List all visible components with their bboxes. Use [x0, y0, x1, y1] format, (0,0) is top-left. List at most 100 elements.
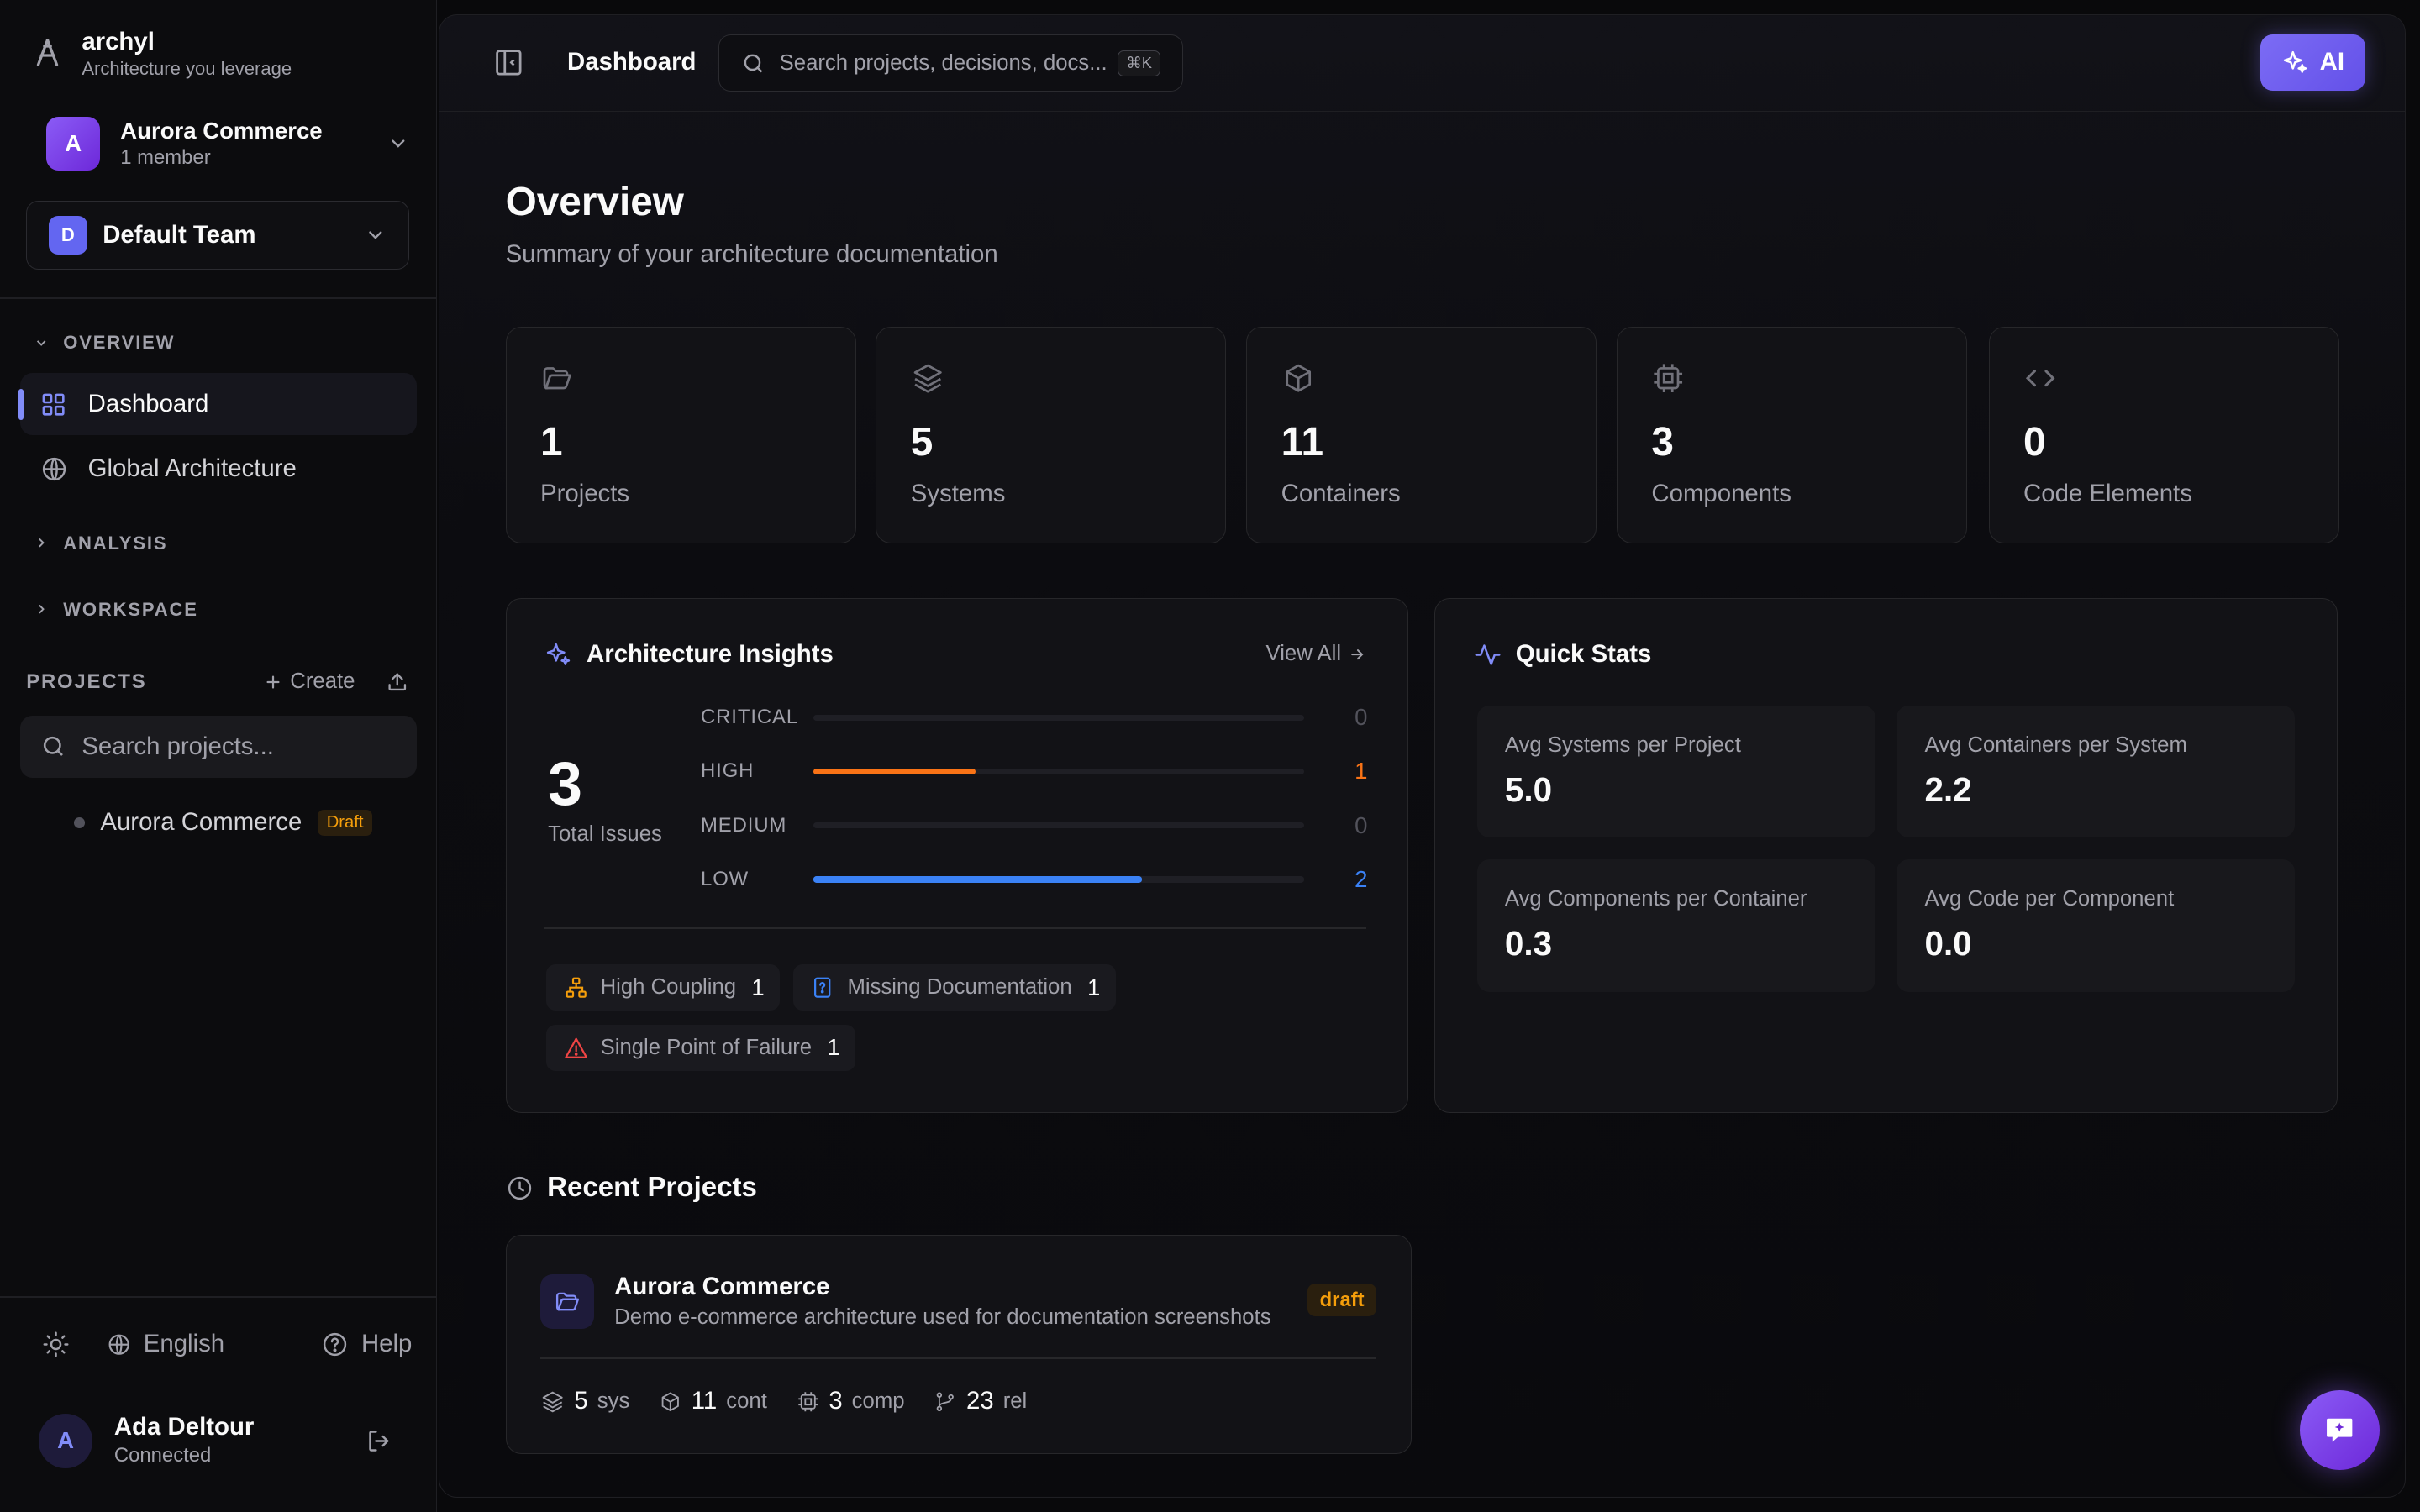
sparkles-icon	[544, 641, 572, 669]
shortcut-hint: ⌘K	[1118, 50, 1161, 77]
quick-stat-value: 0.3	[1504, 924, 1553, 963]
box-icon	[661, 1392, 680, 1411]
stat-value: 11	[1281, 419, 1324, 465]
global-search-placeholder: Search projects, decisions, docs...	[779, 50, 1107, 75]
user-name: Ada Deltour	[113, 1413, 255, 1441]
insight-chip-missing-documentation[interactable]: Missing Documentation 1	[793, 964, 1116, 1011]
sidebar: archyl Architecture you leverage A Auror…	[0, 0, 437, 1512]
recent-projects-title: Recent Projects	[547, 1172, 757, 1204]
upload-icon[interactable]	[386, 670, 409, 694]
archyl-logo-icon	[34, 37, 61, 68]
quick-stat: Avg Systems per Project 5.0	[1476, 705, 1876, 838]
project-name: Aurora Commerce	[614, 1273, 830, 1301]
stat-card-containers[interactable]: 11 Containers	[1246, 326, 1597, 544]
create-project-button[interactable]: Create	[264, 669, 355, 694]
chevron-right-icon	[39, 605, 45, 614]
chat-assistant-button[interactable]	[2299, 1389, 2381, 1471]
severity-count: 1	[1355, 758, 1368, 785]
severity-fill	[813, 876, 1143, 883]
quick-stats-title: Quick Stats	[1474, 640, 1651, 669]
help-button[interactable]: Help	[321, 1330, 412, 1358]
severity-row-medium: MEDIUM 0	[701, 810, 1367, 841]
stat-value: 23	[965, 1387, 994, 1415]
chip-label: High Coupling	[600, 975, 737, 1000]
recent-project-card[interactable]: Aurora Commerce Demo e-commerce architec…	[505, 1235, 1412, 1455]
chevron-right-icon	[39, 538, 45, 548]
status-badge: draft	[1307, 1284, 1377, 1317]
severity-track	[813, 714, 1305, 721]
logout-icon[interactable]	[366, 1427, 393, 1455]
stat-value: 1	[539, 419, 563, 465]
project-description: Demo e-commerce architecture used for do…	[614, 1305, 1271, 1329]
insight-chip-high-coupling[interactable]: High Coupling 1	[546, 964, 781, 1011]
org-switcher[interactable]: A Aurora Commerce 1 member	[46, 116, 409, 171]
layers-icon	[911, 361, 944, 395]
chip-count: 1	[751, 974, 765, 1000]
sidebar-item-dashboard[interactable]: Dashboard	[18, 373, 417, 435]
page-breadcrumb: Dashboard	[567, 48, 697, 76]
create-label: Create	[290, 669, 355, 694]
insights-title: Architecture Insights	[544, 640, 834, 669]
grid-icon	[40, 391, 68, 417]
stat-unit: sys	[597, 1389, 630, 1413]
chip-label: Missing Documentation	[847, 975, 1072, 1000]
brand[interactable]: archyl Architecture you leverage	[34, 28, 292, 80]
project-name: Aurora Commerce	[100, 808, 302, 837]
folder-icon	[539, 1274, 595, 1329]
divider	[0, 297, 437, 300]
chevron-down-icon	[37, 339, 46, 346]
page-subtitle: Summary of your architecture documentati…	[505, 239, 998, 268]
sidebar-item-label: Global Architecture	[87, 454, 297, 483]
ai-button[interactable]: AI	[2260, 34, 2365, 91]
project-search-placeholder: Search projects...	[82, 732, 274, 760]
quick-stat-label: Avg Components per Container	[1504, 887, 1807, 911]
divider	[539, 1357, 1376, 1360]
stat-card-systems[interactable]: 5 Systems	[876, 326, 1227, 544]
section-analysis-toggle[interactable]: ANALYSIS	[34, 533, 167, 554]
page-title: Overview	[505, 180, 684, 225]
language-selector[interactable]: English	[107, 1330, 322, 1358]
view-all-label: View All	[1265, 642, 1342, 666]
quick-stat: Avg Containers per System 2.2	[1897, 705, 2296, 838]
severity-track	[813, 822, 1305, 829]
team-avatar: D	[48, 216, 87, 255]
user-status: Connected	[113, 1444, 212, 1467]
insights-title-text: Architecture Insights	[587, 640, 834, 669]
quick-stat: Avg Components per Container 0.3	[1476, 859, 1876, 993]
section-workspace-toggle[interactable]: WORKSPACE	[34, 599, 197, 621]
severity-row-low: LOW 2	[701, 864, 1367, 895]
sidebar-item-label: Dashboard	[87, 390, 209, 418]
language-label: English	[143, 1330, 225, 1358]
insights-card: Architecture Insights View All 3 Total I…	[505, 597, 1409, 1114]
severity-count: 0	[1355, 811, 1368, 838]
sidebar-project-item[interactable]: Aurora Commerce Draft	[74, 808, 373, 837]
stat-card-projects[interactable]: 1 Projects	[505, 326, 856, 544]
cpu-icon	[798, 1391, 818, 1411]
section-overview-toggle[interactable]: OVERVIEW	[34, 332, 175, 354]
divider	[544, 927, 1366, 929]
stat-value: 3	[1651, 419, 1674, 465]
quick-stat-value: 0.0	[1924, 924, 1972, 963]
top-bar: Dashboard Search projects, decisions, do…	[439, 15, 2406, 113]
recent-projects-heading: Recent Projects	[506, 1172, 757, 1204]
section-overview-label: OVERVIEW	[63, 331, 176, 353]
quick-stat-label: Avg Containers per System	[1924, 732, 2187, 757]
quick-stats-title-text: Quick Stats	[1515, 640, 1652, 669]
insight-chip-single-point-of-failure[interactable]: Single Point of Failure 1	[546, 1024, 856, 1071]
team-select[interactable]: D Default Team	[26, 200, 409, 270]
chip-label: Single Point of Failure	[600, 1035, 813, 1059]
chip-count: 1	[827, 1034, 840, 1061]
quick-stat-value: 2.2	[1924, 769, 1972, 809]
sidebar-item-global-architecture[interactable]: Global Architecture	[20, 438, 417, 500]
stat-card-code-elements[interactable]: 0 Code Elements	[1988, 326, 2339, 544]
sun-icon[interactable]	[42, 1331, 70, 1358]
global-search-input[interactable]: Search projects, decisions, docs... ⌘K	[718, 34, 1183, 92]
project-search-input[interactable]: Search projects...	[19, 716, 417, 778]
cpu-icon	[1651, 361, 1685, 395]
sidebar-toggle-icon[interactable]	[493, 47, 524, 78]
sparkles-icon	[2283, 50, 2307, 73]
stat-card-components[interactable]: 3 Components	[1617, 326, 1967, 544]
severity-label: HIGH	[701, 759, 755, 783]
view-all-link[interactable]: View All	[1266, 642, 1366, 666]
message-sparkle-icon	[2327, 1419, 2353, 1442]
